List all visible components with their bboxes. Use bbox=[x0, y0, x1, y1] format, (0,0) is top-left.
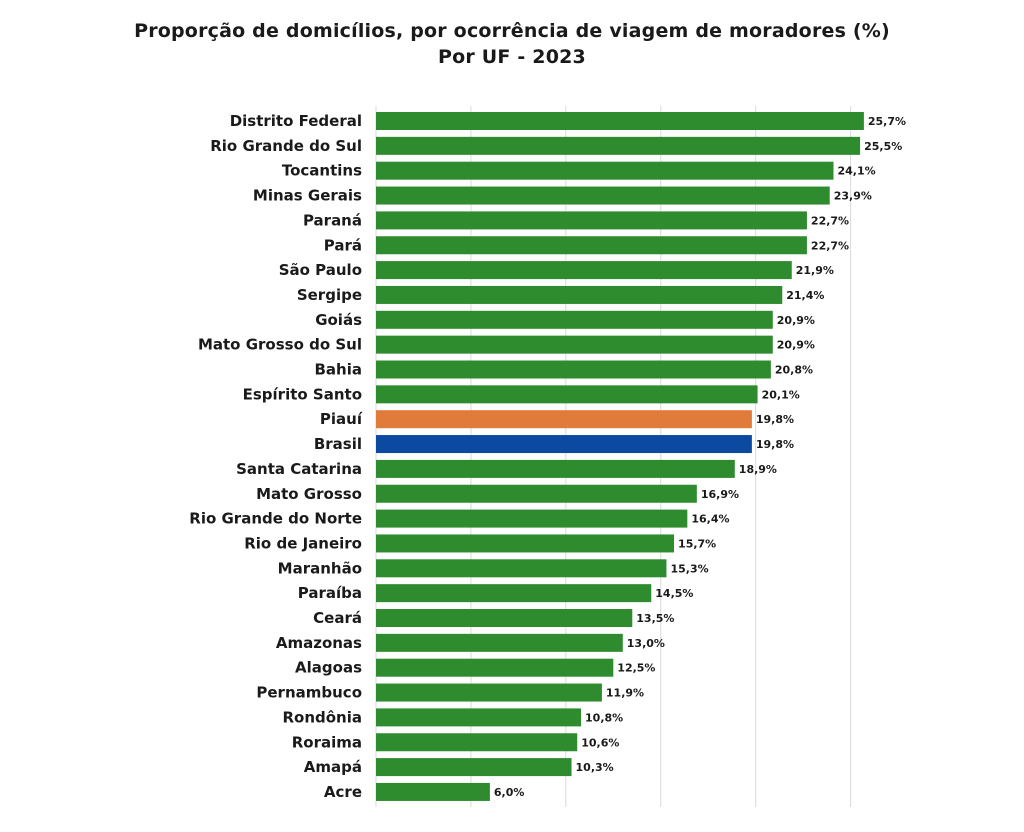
data-label: 6,0% bbox=[494, 786, 525, 799]
data-label: 12,5% bbox=[617, 662, 655, 675]
category-label: Mato Grosso do Sul bbox=[198, 336, 362, 354]
bar bbox=[376, 161, 834, 180]
category-label: Paraná bbox=[303, 211, 362, 229]
category-label: Espírito Santo bbox=[243, 385, 362, 403]
bar bbox=[376, 112, 864, 130]
bar bbox=[376, 559, 667, 578]
data-label: 20,8% bbox=[775, 364, 813, 377]
category-label: Roraima bbox=[292, 733, 362, 751]
bar bbox=[376, 261, 792, 280]
category-label: São Paulo bbox=[279, 261, 362, 279]
data-label: 20,9% bbox=[777, 314, 815, 327]
bar bbox=[376, 410, 752, 429]
data-label: 22,7% bbox=[811, 239, 849, 252]
bar bbox=[376, 459, 735, 478]
category-label: Maranhão bbox=[278, 559, 362, 577]
data-label: 22,7% bbox=[811, 214, 849, 227]
data-label: 10,8% bbox=[585, 711, 623, 724]
chart-title: Proporção de domicílios, por ocorrência … bbox=[134, 20, 890, 42]
data-label: 21,4% bbox=[786, 289, 824, 302]
category-label: Paraíba bbox=[298, 584, 362, 602]
data-label: 20,9% bbox=[777, 339, 815, 352]
chart-subtitle: Por UF - 2023 bbox=[438, 46, 586, 68]
bar bbox=[376, 609, 633, 627]
data-label: 25,7% bbox=[868, 115, 906, 128]
category-label: Amapá bbox=[304, 758, 362, 776]
bar bbox=[376, 683, 602, 702]
data-label: 15,7% bbox=[678, 537, 716, 550]
bar bbox=[376, 584, 652, 603]
bar bbox=[376, 733, 578, 752]
category-label: Rio Grande do Norte bbox=[189, 510, 362, 528]
bar bbox=[376, 758, 572, 777]
data-label: 10,3% bbox=[576, 761, 614, 774]
category-label: Bahia bbox=[315, 361, 363, 379]
data-label: 24,1% bbox=[838, 165, 876, 178]
data-label: 16,9% bbox=[701, 488, 739, 501]
data-label: 15,3% bbox=[670, 562, 708, 575]
bar bbox=[376, 633, 623, 652]
bar bbox=[376, 782, 490, 801]
category-label: Goiás bbox=[315, 311, 362, 329]
bar bbox=[376, 236, 807, 255]
category-label: Brasil bbox=[314, 435, 362, 453]
data-label: 21,9% bbox=[796, 264, 834, 277]
category-label: Rio de Janeiro bbox=[244, 534, 362, 552]
category-label: Pernambuco bbox=[256, 684, 362, 702]
data-label: 23,9% bbox=[834, 190, 872, 203]
data-label: 19,8% bbox=[756, 413, 794, 426]
bar bbox=[376, 335, 773, 354]
bar bbox=[376, 186, 830, 205]
category-label: Pará bbox=[324, 236, 362, 254]
bar bbox=[376, 534, 675, 553]
bar bbox=[376, 484, 697, 503]
data-label: 16,4% bbox=[691, 513, 729, 526]
bar bbox=[376, 310, 773, 329]
category-label: Tocantins bbox=[282, 162, 362, 180]
category-label: Alagoas bbox=[295, 659, 362, 677]
data-label: 13,5% bbox=[636, 612, 674, 625]
category-label: Rondônia bbox=[282, 708, 362, 726]
category-label: Distrito Federal bbox=[230, 112, 362, 130]
bar bbox=[376, 658, 614, 677]
category-label: Sergipe bbox=[297, 286, 362, 304]
category-label: Santa Catarina bbox=[236, 460, 362, 478]
data-label: 18,9% bbox=[739, 463, 777, 476]
category-label: Acre bbox=[324, 783, 362, 801]
bar bbox=[376, 211, 807, 230]
data-label: 11,9% bbox=[606, 687, 644, 700]
data-label: 20,1% bbox=[762, 388, 800, 401]
bar bbox=[376, 136, 861, 155]
bar bbox=[376, 435, 752, 454]
data-label: 14,5% bbox=[655, 587, 693, 600]
bar bbox=[376, 285, 783, 304]
data-label: 19,8% bbox=[756, 438, 794, 451]
bar bbox=[376, 509, 688, 528]
data-label: 25,5% bbox=[864, 140, 902, 153]
category-label: Mato Grosso bbox=[256, 485, 362, 503]
data-label: 10,6% bbox=[581, 736, 619, 749]
data-label: 13,0% bbox=[627, 637, 665, 650]
bar bbox=[376, 385, 758, 404]
bar bbox=[376, 360, 771, 379]
category-label: Ceará bbox=[313, 609, 362, 627]
category-label: Amazonas bbox=[276, 634, 362, 652]
bar bbox=[376, 708, 582, 727]
category-label: Rio Grande do Sul bbox=[210, 137, 362, 155]
category-label: Minas Gerais bbox=[253, 187, 362, 205]
category-label: Piauí bbox=[320, 410, 363, 428]
